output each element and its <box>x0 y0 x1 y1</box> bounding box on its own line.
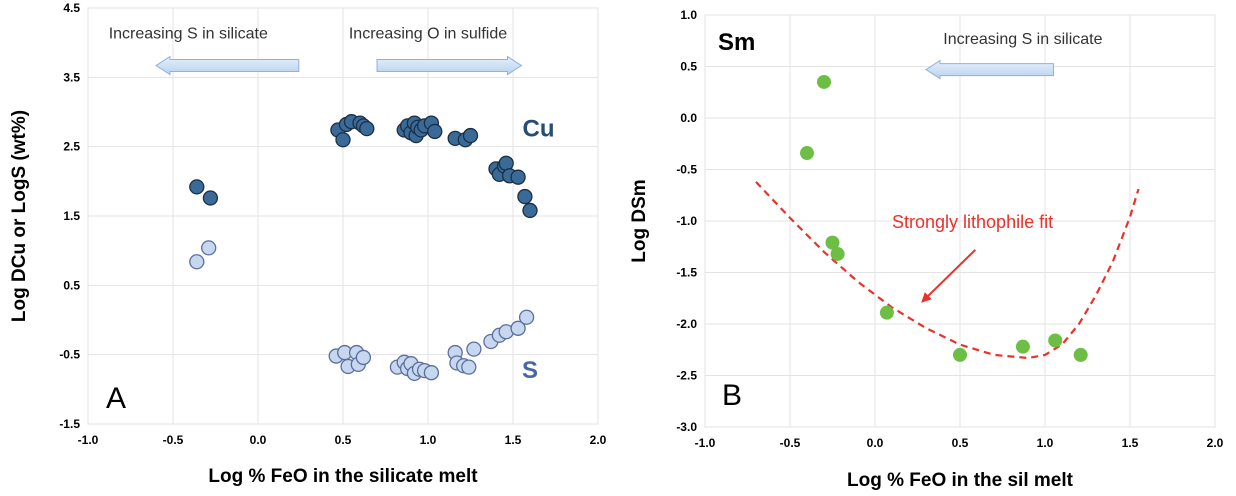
series-label-cu: Cu <box>523 115 555 142</box>
direction-arrow-left <box>925 59 1054 80</box>
data-point-s <box>466 341 482 357</box>
data-point-cu <box>510 169 526 185</box>
direction-arrow-left <box>155 55 300 76</box>
data-point-sm <box>1073 347 1088 362</box>
data-point-s <box>355 349 372 366</box>
data-point-sm <box>817 74 831 89</box>
x-tick-label: 1.5 <box>1122 436 1139 450</box>
y-tick-label: 0.5 <box>680 60 697 74</box>
y-tick-label: 1.5 <box>63 209 80 223</box>
series-label-s: S <box>522 357 538 384</box>
x-tick-label: 0.5 <box>335 433 352 447</box>
x-axis-title: Log % FeO in the silicate melt <box>208 466 478 487</box>
y-axis-title: Log DCu or LogS (wt%) <box>9 110 30 322</box>
data-point-sm <box>1048 333 1063 348</box>
y-tick-label: -1.5 <box>59 417 80 431</box>
data-point-s <box>423 365 440 381</box>
x-tick-label: 0.0 <box>867 436 884 450</box>
data-point-sm <box>800 146 814 161</box>
data-point-cu <box>517 188 533 205</box>
x-tick-label: 1.5 <box>505 433 522 447</box>
fit-label-arrow <box>921 249 976 303</box>
panel-letter: B <box>722 379 742 412</box>
data-point-sm <box>879 305 894 320</box>
y-tick-label: 2.5 <box>63 140 80 154</box>
data-point-sm <box>830 246 845 261</box>
data-point-sm <box>825 235 840 250</box>
y-axis-title: Log DSm <box>629 179 650 262</box>
x-tick-label: 0.0 <box>250 433 267 447</box>
panel-letter: A <box>106 382 126 415</box>
panel-b-chart: -1.0 -0.5 0.0 0.5 1.0 1.5 2.0 -3.0 -2.5 -2.0 -1.5 -… <box>629 8 1224 491</box>
data-point-cu <box>202 190 219 206</box>
annotation-text: Increasing O in sulfide <box>349 26 507 43</box>
data-point-s <box>189 254 205 270</box>
y-tick-label: -1.5 <box>676 266 697 280</box>
y-tick-label: -2.5 <box>676 369 697 383</box>
data-point-s <box>510 320 526 336</box>
y-tick-label: 4.5 <box>63 1 80 15</box>
data-point-cu <box>189 179 205 195</box>
data-point-sm <box>1015 339 1030 354</box>
x-tick-label: 1.0 <box>420 433 437 447</box>
x-tick-label: -0.5 <box>780 436 801 450</box>
data-point-cu <box>522 202 538 219</box>
data-point-cu <box>498 155 514 171</box>
x-tick-label: 0.5 <box>952 436 969 450</box>
fit-curve <box>755 181 1140 360</box>
x-tick-label: -1.0 <box>695 436 716 450</box>
y-tick-label: 3.5 <box>63 70 80 84</box>
data-point-sm <box>953 347 967 362</box>
data-point-s <box>461 359 477 375</box>
fit-label: Strongly lithophile fit <box>892 212 1053 232</box>
y-tick-label: -3.0 <box>676 420 697 434</box>
data-point-s <box>518 309 535 325</box>
y-tick-label: 0.0 <box>680 111 697 125</box>
data-point-cu <box>462 127 479 144</box>
direction-arrow-right <box>376 55 523 76</box>
data-point-s <box>201 240 217 256</box>
x-tick-label: -1.0 <box>78 433 99 447</box>
x-tick-label: 2.0 <box>590 433 607 447</box>
x-axis-title: Log % FeO in the sil melt <box>847 470 1074 491</box>
y-tick-label: -1.0 <box>676 214 697 228</box>
x-tick-label: 2.0 <box>1207 436 1224 450</box>
annotation-text: Increasing S in silicate <box>943 31 1102 48</box>
panel-a-chart: -1.0 -0.5 0.0 0.5 1.0 1.5 2.0 -1.5 -0.5 0.5 1.5 2.5… <box>9 1 607 487</box>
data-point-cu <box>359 120 375 137</box>
annotation-text: Increasing S in silicate <box>109 26 268 43</box>
data-point-cu <box>335 132 351 148</box>
y-tick-label: -0.5 <box>59 348 80 362</box>
x-tick-label: 1.0 <box>1037 436 1054 450</box>
data-point-cu <box>427 123 443 140</box>
y-tick-label: -0.5 <box>676 163 697 177</box>
x-tick-label: -0.5 <box>163 433 184 447</box>
y-tick-label: -2.0 <box>676 317 697 331</box>
y-tick-label: 1.0 <box>680 8 697 22</box>
chart-title: Sm <box>718 29 755 56</box>
y-tick-label: 0.5 <box>63 278 80 292</box>
